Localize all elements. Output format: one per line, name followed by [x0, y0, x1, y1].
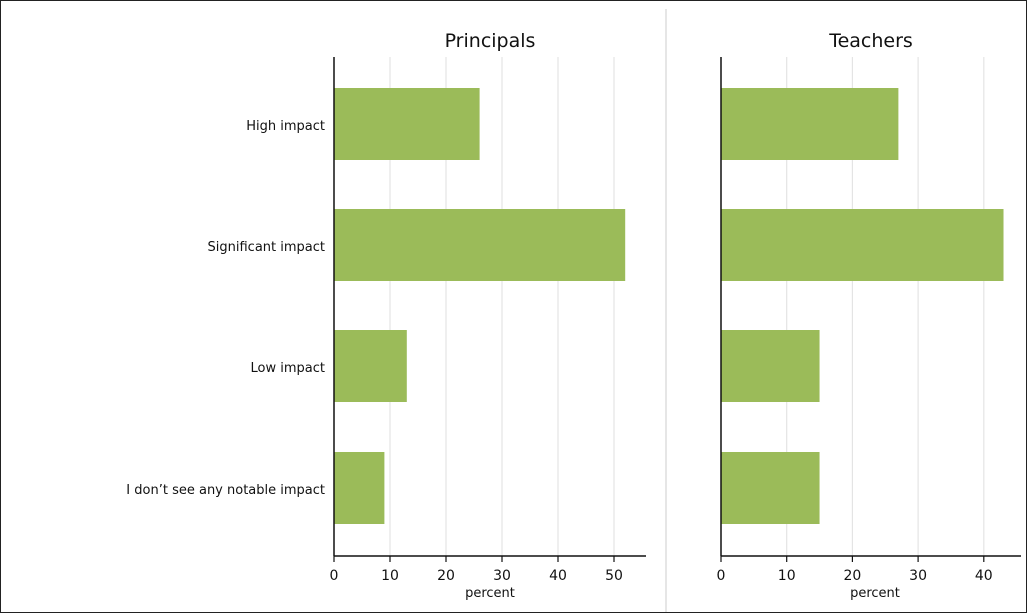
tick-label: 0 [717, 568, 726, 584]
bar [334, 88, 480, 160]
category-label: Significant impact [208, 240, 325, 255]
bar [721, 88, 899, 160]
bar [334, 330, 407, 402]
panel-title: Teachers [828, 30, 913, 52]
panel-principals: 0 10 20 30 40 50 Principals percent [330, 30, 646, 601]
tick-label: 10 [381, 568, 399, 584]
panel-teachers: 0 10 20 30 40 Teachers percent [717, 30, 1021, 601]
tick-label: 10 [778, 568, 796, 584]
tick-label: 20 [437, 568, 455, 584]
category-label: High impact [246, 119, 325, 134]
tick-label: 20 [843, 568, 861, 584]
tick-label: 0 [330, 568, 339, 584]
bar [721, 209, 1004, 281]
tick-label: 40 [549, 568, 567, 584]
bar [721, 452, 820, 524]
x-ticks: 0 10 20 30 40 [717, 556, 993, 584]
bars [721, 88, 1004, 524]
tick-label: 30 [909, 568, 927, 584]
tick-label: 30 [493, 568, 511, 584]
bar [334, 209, 626, 281]
category-label: Low impact [251, 361, 325, 376]
bar [721, 330, 820, 402]
x-ticks: 0 10 20 30 40 50 [330, 556, 623, 584]
x-axis-label: percent [850, 586, 900, 601]
bars [334, 88, 626, 524]
category-labels: High impact Significant impact Low impac… [126, 119, 325, 498]
tick-label: 50 [605, 568, 623, 584]
bar [334, 452, 385, 524]
category-label: I don’t see any notable impact [126, 483, 325, 498]
panel-title: Principals [445, 30, 536, 52]
tick-label: 40 [975, 568, 993, 584]
x-axis-label: percent [465, 586, 515, 601]
